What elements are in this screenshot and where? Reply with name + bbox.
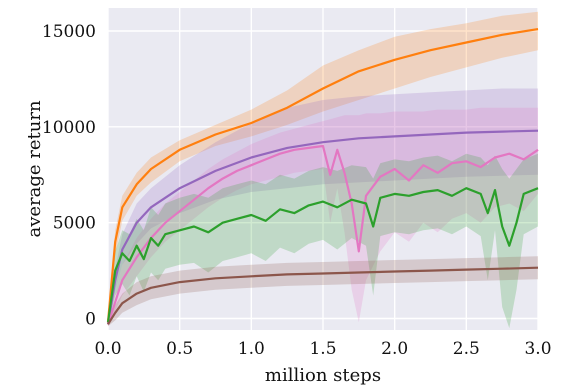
y-tick-label: 5000 <box>53 214 96 234</box>
grid-lines <box>107 8 539 330</box>
x-axis-label: million steps <box>265 365 381 386</box>
series-line-5 <box>107 266 539 325</box>
tick-labels: 0.0 0.5 1.0 1.5 2.0 2.5 3.0 0 5000 10000 15000 <box>42 22 552 359</box>
x-tick-label: 1.0 <box>238 339 265 359</box>
confidence-bands <box>108 11 538 329</box>
x-tick-label: 0.0 <box>94 339 121 359</box>
series-line-4 <box>106 187 539 323</box>
x-tick-label: 0.5 <box>166 339 193 359</box>
series-band-1 <box>108 11 538 325</box>
y-tick-label: 10000 <box>42 118 96 138</box>
x-tick-label: 2.5 <box>453 339 480 359</box>
series-band-4 <box>108 153 538 329</box>
x-tick-label: 1.5 <box>309 339 336 359</box>
x-tick-label: 3.0 <box>524 339 551 359</box>
y-tick-label: 15000 <box>42 22 96 42</box>
y-axis-label: average return <box>24 100 45 237</box>
series-band-2 <box>108 88 538 327</box>
series-line-1 <box>106 28 539 323</box>
series-lines <box>106 28 539 325</box>
series-line-3 <box>106 144 539 325</box>
series-line-2 <box>106 129 539 325</box>
series-band-5 <box>108 256 538 327</box>
x-tick-label: 2.0 <box>381 339 408 359</box>
y-tick-label: 0 <box>85 310 96 330</box>
series-band-3 <box>108 107 538 327</box>
